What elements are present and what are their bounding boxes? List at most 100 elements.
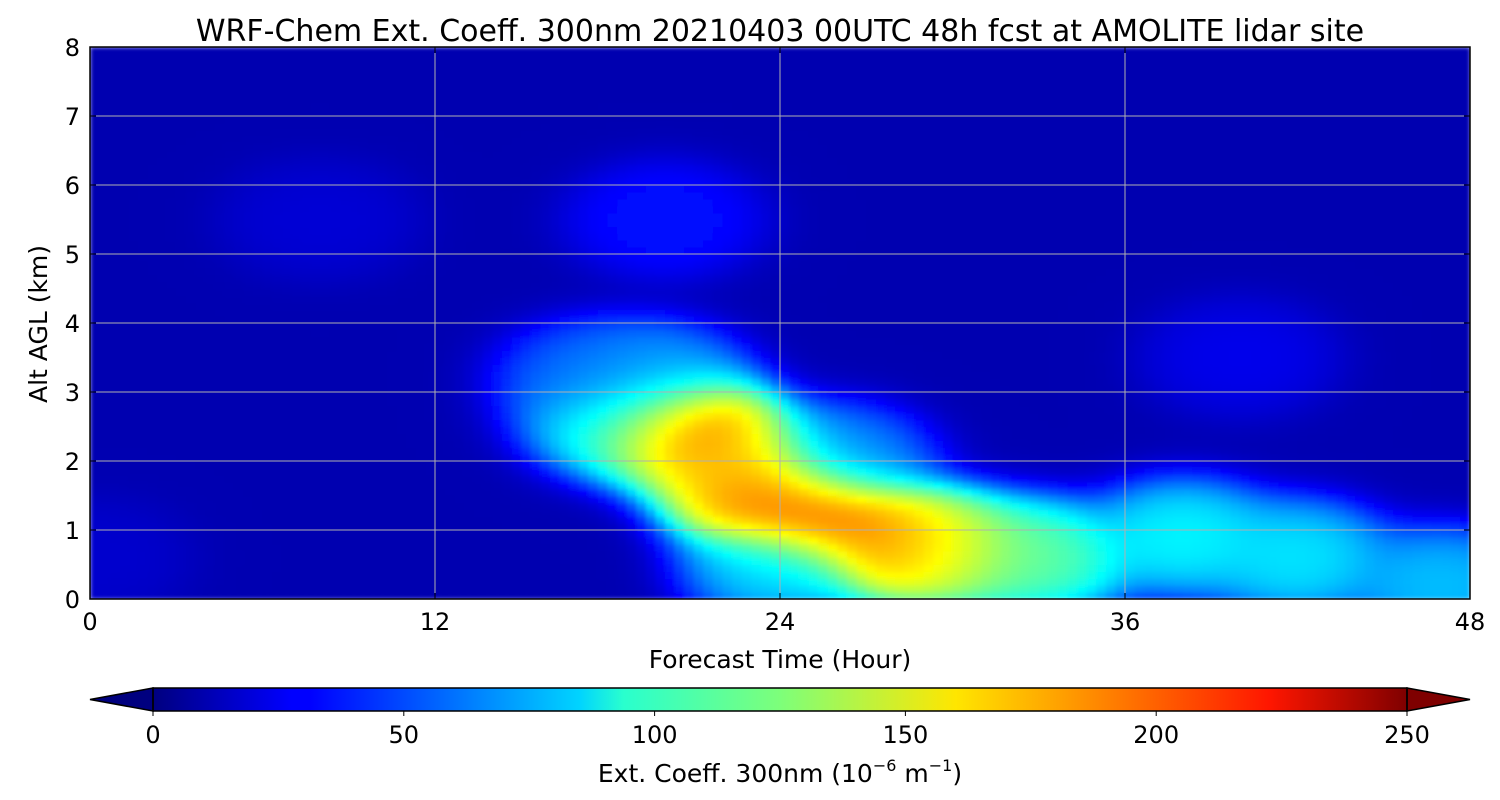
heatmap-cell — [109, 260, 120, 269]
heatmap-cell — [233, 509, 244, 517]
heatmap-cell — [521, 433, 532, 441]
heatmap-cell — [674, 247, 685, 255]
heatmap-cell — [569, 309, 580, 317]
heatmap-cell — [463, 426, 474, 434]
heatmap-cell — [195, 157, 206, 165]
heatmap-cell — [482, 226, 494, 234]
heatmap-cell — [396, 316, 407, 324]
heatmap-cell — [454, 47, 465, 55]
heatmap-cell — [665, 405, 676, 414]
heatmap-cell — [626, 143, 637, 152]
heatmap-cell — [90, 385, 101, 393]
heatmap-cell — [463, 392, 474, 400]
heatmap-cell — [166, 412, 177, 421]
heatmap-cell — [406, 385, 417, 393]
heatmap-cell — [252, 364, 264, 372]
heatmap-cell — [291, 461, 302, 469]
heatmap-cell — [224, 405, 235, 414]
heatmap-cell — [281, 302, 292, 310]
heatmap-cell — [176, 136, 187, 145]
heatmap-cell — [243, 585, 254, 593]
heatmap-cell — [540, 530, 551, 538]
heatmap-cell — [482, 81, 494, 89]
heatmap-cell — [425, 281, 436, 290]
heatmap-cell — [521, 323, 532, 331]
heatmap-cell — [588, 219, 599, 227]
heatmap-cell — [185, 157, 197, 165]
heatmap-cell — [502, 557, 513, 566]
heatmap-cell — [166, 274, 177, 283]
heatmap-cell — [262, 178, 273, 186]
heatmap-cell — [569, 164, 580, 172]
heatmap-cell — [636, 316, 647, 324]
heatmap-cell — [425, 557, 436, 566]
heatmap-cell — [674, 523, 685, 531]
heatmap-cell — [137, 357, 149, 365]
heatmap-cell — [281, 474, 292, 483]
heatmap-cell — [684, 474, 695, 483]
heatmap-cell — [530, 254, 542, 262]
heatmap-cell — [310, 240, 321, 248]
heatmap-cell — [473, 523, 484, 531]
heatmap-cell — [109, 95, 120, 103]
heatmap-cell — [272, 302, 283, 310]
heatmap-cell — [588, 122, 599, 131]
heatmap-cell — [310, 219, 321, 227]
heatmap-cell — [674, 592, 685, 599]
heatmap-cell — [147, 102, 158, 110]
heatmap-cell — [387, 309, 398, 317]
heatmap-cell — [320, 233, 331, 241]
heatmap-cell — [674, 578, 685, 586]
heatmap-cell — [291, 191, 302, 200]
heatmap-cell — [454, 212, 465, 221]
heatmap-cell — [502, 336, 513, 345]
heatmap-cell — [463, 116, 474, 124]
heatmap-cell — [224, 461, 235, 469]
heatmap-cell — [214, 323, 225, 331]
heatmap-cell — [636, 260, 647, 269]
heatmap-cell — [665, 81, 676, 89]
heatmap-cell — [550, 405, 561, 414]
heatmap-cell — [559, 281, 570, 290]
heatmap-cell — [482, 585, 494, 593]
heatmap-cell — [348, 398, 359, 407]
heatmap-cell — [157, 316, 168, 324]
heatmap-cell — [320, 122, 331, 131]
heatmap-cell — [90, 571, 101, 579]
heatmap-cell — [339, 440, 350, 448]
heatmap-cell — [645, 426, 657, 434]
heatmap-cell — [176, 350, 187, 359]
heatmap-cell — [300, 171, 312, 179]
heatmap-cell — [90, 426, 101, 434]
heatmap-cell — [435, 454, 446, 462]
heatmap-cell — [214, 95, 225, 103]
heatmap-cell — [617, 295, 628, 303]
heatmap-cell — [310, 323, 321, 331]
heatmap-cell — [310, 509, 321, 517]
heatmap-cell — [597, 564, 609, 572]
heatmap-cell — [463, 302, 474, 310]
heatmap-cell — [645, 536, 657, 545]
heatmap-cell — [109, 212, 120, 221]
heatmap-cell — [147, 398, 158, 407]
heatmap-cell — [320, 488, 331, 497]
heatmap-cell — [348, 481, 359, 490]
heatmap-cell — [166, 426, 177, 434]
heatmap-cell — [128, 488, 139, 497]
heatmap-cell — [137, 88, 149, 96]
heatmap-cell — [195, 516, 206, 524]
heatmap-cell — [118, 109, 129, 117]
heatmap-cell — [636, 205, 647, 214]
heatmap-cell — [435, 467, 446, 476]
heatmap-cell — [367, 398, 379, 407]
heatmap-cell — [578, 295, 589, 303]
heatmap-cell — [214, 143, 225, 152]
heatmap-cell — [463, 240, 474, 248]
heatmap-cell — [521, 536, 532, 545]
heatmap-cell — [320, 461, 331, 469]
heatmap-cell — [272, 578, 283, 586]
heatmap-cell — [339, 447, 350, 455]
heatmap-cell — [377, 205, 388, 214]
heatmap-cell — [243, 550, 254, 559]
heatmap-cell — [90, 88, 101, 96]
